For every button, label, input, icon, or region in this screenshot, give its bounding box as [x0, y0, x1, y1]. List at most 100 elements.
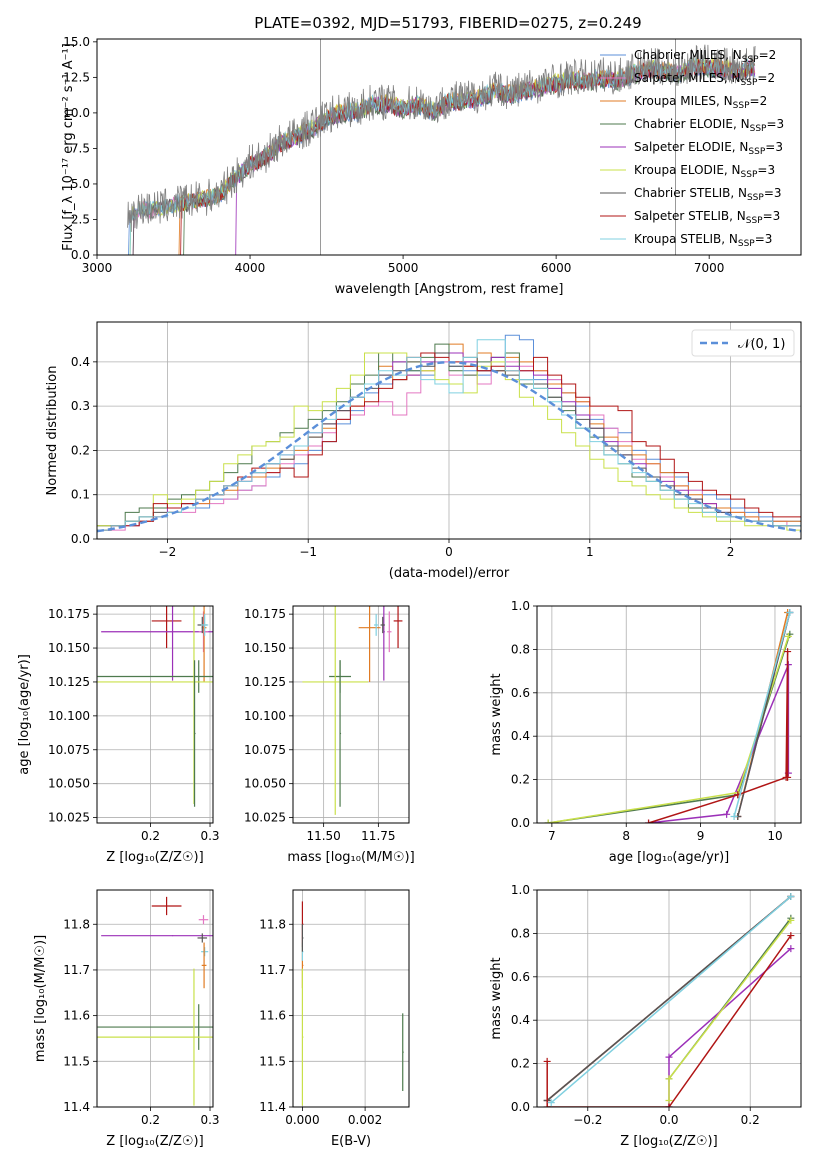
y-tick-label: 10.075 [48, 743, 90, 757]
y-tick-label: 0.2 [511, 1057, 530, 1071]
x-tick-label: 1 [586, 545, 594, 559]
y-tick-label: 0.4 [71, 355, 90, 369]
y-tick-label: 10.075 [244, 743, 286, 757]
normal-curve [97, 361, 801, 533]
legend-box [691, 329, 795, 357]
x-axis-label: Z [log₁₀(Z/Z☉)] [106, 850, 203, 865]
axes-massweight_vs_Z: −0.2 0.0 0.2 0.0 0.2 0.4 0.6 0.8 1.0 Z [log₁₀(Z/Z… [489, 883, 802, 1149]
axes-massweight_vs_age: 7 8 9 10 0.0 0.2 0.4 0.6 0.8 1.0 age [log₁₀(age/yr… [489, 599, 802, 865]
legend-label: Chabrier STELIB, NSSP=3 [634, 186, 782, 203]
x-tick-label: 11.75 [361, 829, 395, 843]
legend-label: Kroupa ELODIE, NSSP=3 [634, 163, 775, 180]
y-tick-label: 10.150 [48, 641, 90, 655]
x-tick-label: 0.2 [141, 1113, 160, 1127]
y-tick-label: 11.6 [259, 1009, 286, 1023]
weight-marker [665, 1103, 673, 1107]
weight-line [668, 948, 792, 1107]
x-tick-label: −2 [159, 545, 177, 559]
x-tick-label: 0.000 [285, 1113, 319, 1127]
y-tick-label: 11.7 [63, 963, 90, 977]
x-tick-label: 2 [727, 545, 735, 559]
y-tick-label: 0.0 [511, 1100, 530, 1114]
x-axis-label: wavelength [Angstrom, rest frame] [335, 282, 564, 297]
x-tick-label: −0.2 [573, 1113, 602, 1127]
weight-marker [784, 773, 792, 781]
plot-area [544, 609, 794, 823]
axes-frame [96, 605, 214, 824]
weight-marker [784, 648, 792, 656]
weight-marker [787, 916, 795, 924]
weight-marker [723, 810, 731, 818]
y-tick-label: 11.5 [259, 1054, 286, 1068]
x-tick-label: 6000 [541, 261, 572, 275]
y-tick-label: 11.7 [259, 963, 286, 977]
y-tick-label: 10.025 [48, 811, 90, 825]
y-tick-label: 10.050 [244, 777, 286, 791]
weight-marker [787, 945, 795, 953]
legend-label: Chabrier MILES, NSSP=2 [634, 48, 776, 65]
legend-label: Kroupa STELIB, NSSP=3 [634, 232, 772, 249]
model-line [127, 60, 756, 255]
y-tick-label: 0.3 [71, 399, 90, 413]
x-axis-label: Z [log₁₀(Z/Z☉)] [620, 1134, 717, 1149]
y-axis-label: mass weight [489, 957, 504, 1039]
y-tick-label: 10.100 [48, 709, 90, 723]
y-tick-label: 0.0 [71, 248, 90, 262]
model-line [129, 57, 755, 255]
legend-label: Salpeter ELODIE, NSSP=3 [634, 140, 783, 157]
weight-marker [787, 893, 795, 901]
legend: Chabrier MILES, NSSP=2 Salpeter MILES, NS… [600, 48, 784, 249]
axes-mass_vs_ebv: 0.000 0.002 11.4 11.5 11.6 11.7 11.8 E(B-V) [259, 889, 410, 1149]
x-tick-label: 10 [767, 829, 782, 843]
y-axis-label: mass weight [489, 673, 504, 755]
x-axis-label: age [log₁₀(age/yr)] [609, 850, 730, 865]
y-tick-label: 10.150 [244, 641, 286, 655]
x-tick-label: 0 [445, 545, 453, 559]
y-tick-label: 0.1 [71, 488, 90, 502]
model-line [132, 58, 756, 255]
y-axis-label: Normed distribution [45, 366, 60, 496]
weight-line [550, 895, 792, 1104]
legend-label: Salpeter MILES, NSSP=2 [634, 71, 775, 88]
y-axis-label: Flux [f_λ 10⁻¹⁷ erg cm⁻² s⁻¹ A⁻¹] [61, 43, 76, 251]
plot-area [97, 896, 213, 1106]
weight-line [546, 935, 792, 1107]
x-tick-label: 0.2 [141, 829, 160, 843]
y-tick-label: 0.2 [71, 443, 90, 457]
y-tick-label: 11.4 [259, 1100, 286, 1114]
x-axis-label: E(B-V) [331, 1134, 371, 1149]
x-tick-label: 4000 [235, 261, 266, 275]
x-axis-label: (data-model)/error [389, 566, 510, 581]
y-tick-label: 0.0 [71, 532, 90, 546]
model-line [129, 55, 755, 255]
weight-marker [544, 819, 552, 823]
y-tick-label: 10.175 [244, 607, 286, 621]
plot-area [97, 334, 801, 533]
weight-line [733, 612, 791, 817]
x-tick-label: 0.3 [200, 829, 219, 843]
weight-marker [730, 812, 738, 820]
weight-line [548, 633, 791, 823]
axes-mass_vs_Z: 0.2 0.3 11.4 11.5 11.6 11.7 11.8 Z [log₁₀(Z/Z☉)… [33, 889, 220, 1149]
y-tick-label: 1.0 [511, 599, 530, 613]
y-tick-label: 11.8 [63, 917, 90, 931]
data-line [127, 44, 756, 232]
plot-area [97, 606, 213, 807]
axes-frame [292, 605, 410, 824]
x-axis-label: mass [log₁₀(M/M☉)] [287, 850, 414, 865]
plot-area [543, 893, 795, 1107]
y-axis-label: age [log₁₀(age/yr)] [17, 654, 32, 775]
y-tick-label: 0.6 [511, 686, 530, 700]
weight-line [548, 636, 790, 823]
histogram-step [97, 339, 801, 531]
model-line [132, 59, 755, 255]
plot-area [302, 606, 403, 815]
x-tick-label: −1 [299, 545, 317, 559]
y-tick-label: 10.100 [244, 709, 286, 723]
x-tick-label: 0.002 [348, 1113, 382, 1127]
y-tick-label: 15.0 [63, 35, 90, 49]
y-tick-label: 10.025 [244, 811, 286, 825]
weight-marker [784, 632, 792, 640]
figure-title: PLATE=0392, MJD=51793, FIBERID=0275, z=0… [254, 14, 641, 32]
